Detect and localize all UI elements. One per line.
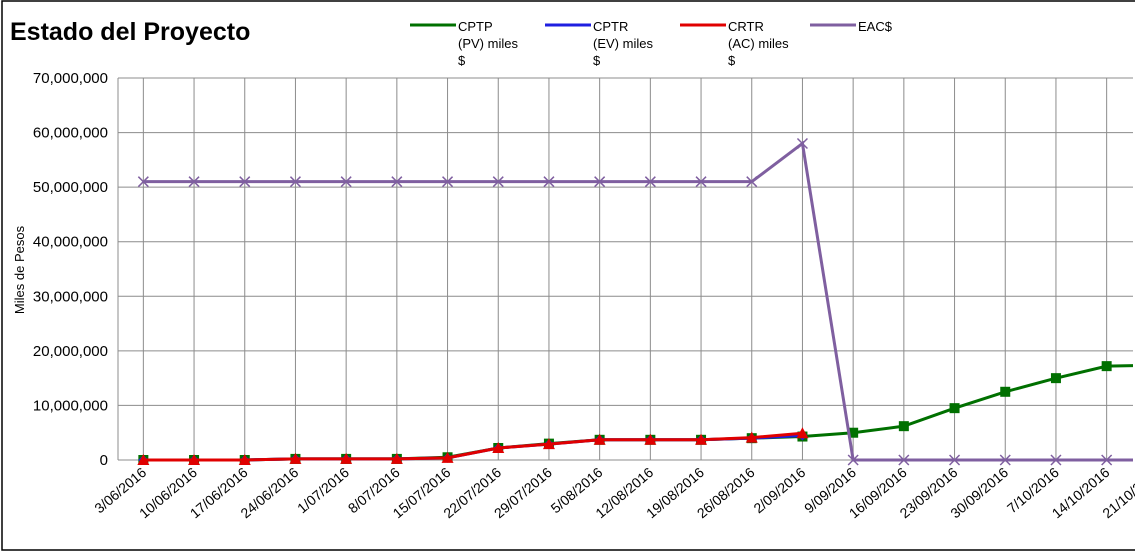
legend-swatch bbox=[680, 23, 726, 27]
point bbox=[1050, 373, 1061, 384]
point bbox=[949, 454, 961, 466]
legend-swatch bbox=[810, 23, 856, 27]
point bbox=[289, 176, 301, 188]
legend-swatch bbox=[410, 23, 456, 27]
legend-item: CPTR (EV) miles $ bbox=[543, 18, 655, 69]
point bbox=[543, 176, 555, 188]
legend-label: CRTR (AC) miles $ bbox=[728, 19, 789, 68]
y-tick-label: 40,000,000 bbox=[33, 234, 108, 251]
plot-area bbox=[117, 77, 1133, 466]
y-tick-label: 20,000,000 bbox=[33, 343, 108, 360]
point bbox=[695, 176, 707, 188]
point bbox=[847, 454, 859, 466]
point bbox=[949, 403, 960, 414]
point bbox=[898, 421, 909, 432]
point bbox=[390, 452, 403, 464]
point bbox=[340, 176, 352, 188]
point bbox=[644, 433, 657, 445]
legend-item: CPTP (PV) miles $ bbox=[408, 18, 520, 69]
point bbox=[1050, 454, 1062, 466]
point bbox=[999, 454, 1011, 466]
series-line bbox=[143, 431, 803, 462]
legend-label: EAC$ bbox=[858, 19, 892, 34]
y-tick-label: 0 bbox=[100, 452, 108, 469]
chart-title: Estado del Proyecto bbox=[10, 18, 250, 46]
legend-label: CPTP (PV) miles $ bbox=[458, 19, 518, 68]
series-line bbox=[143, 140, 1133, 462]
point bbox=[1101, 361, 1112, 372]
point bbox=[746, 176, 758, 188]
point bbox=[796, 427, 809, 439]
y-tick-label: 70,000,000 bbox=[33, 70, 108, 87]
point bbox=[593, 433, 606, 445]
point bbox=[848, 427, 859, 438]
x-tick-label: 1/07/2016 bbox=[294, 464, 352, 516]
point bbox=[238, 454, 251, 465]
point bbox=[239, 176, 251, 188]
legend-item: CRTR (AC) miles $ bbox=[678, 18, 790, 69]
x-tick-label: 2/09/2016 bbox=[750, 464, 808, 516]
point bbox=[289, 452, 302, 464]
point bbox=[898, 454, 910, 466]
point bbox=[391, 176, 403, 188]
y-axis-label: Miles de Pesos bbox=[12, 225, 27, 314]
legend-item: EAC$ bbox=[808, 18, 920, 35]
legend-label: CPTR (EV) miles $ bbox=[593, 19, 653, 68]
point bbox=[137, 176, 149, 188]
point bbox=[1101, 454, 1113, 466]
point bbox=[137, 454, 150, 465]
point bbox=[542, 438, 555, 450]
point bbox=[644, 176, 656, 188]
legend-swatch bbox=[545, 23, 591, 27]
series-line bbox=[143, 364, 1133, 462]
point bbox=[442, 176, 454, 188]
point bbox=[441, 451, 454, 463]
y-tick-label: 50,000,000 bbox=[33, 179, 108, 196]
point bbox=[492, 441, 505, 453]
point bbox=[594, 176, 606, 188]
point bbox=[745, 431, 758, 443]
point bbox=[492, 176, 504, 188]
y-tick-label: 60,000,000 bbox=[33, 125, 108, 142]
point bbox=[188, 454, 201, 465]
point bbox=[188, 176, 200, 188]
point bbox=[796, 137, 808, 150]
y-tick-label: 10,000,000 bbox=[33, 397, 108, 414]
y-tick-label: 30,000,000 bbox=[33, 288, 108, 305]
point bbox=[695, 433, 708, 445]
point bbox=[1000, 386, 1011, 397]
point bbox=[340, 452, 353, 464]
